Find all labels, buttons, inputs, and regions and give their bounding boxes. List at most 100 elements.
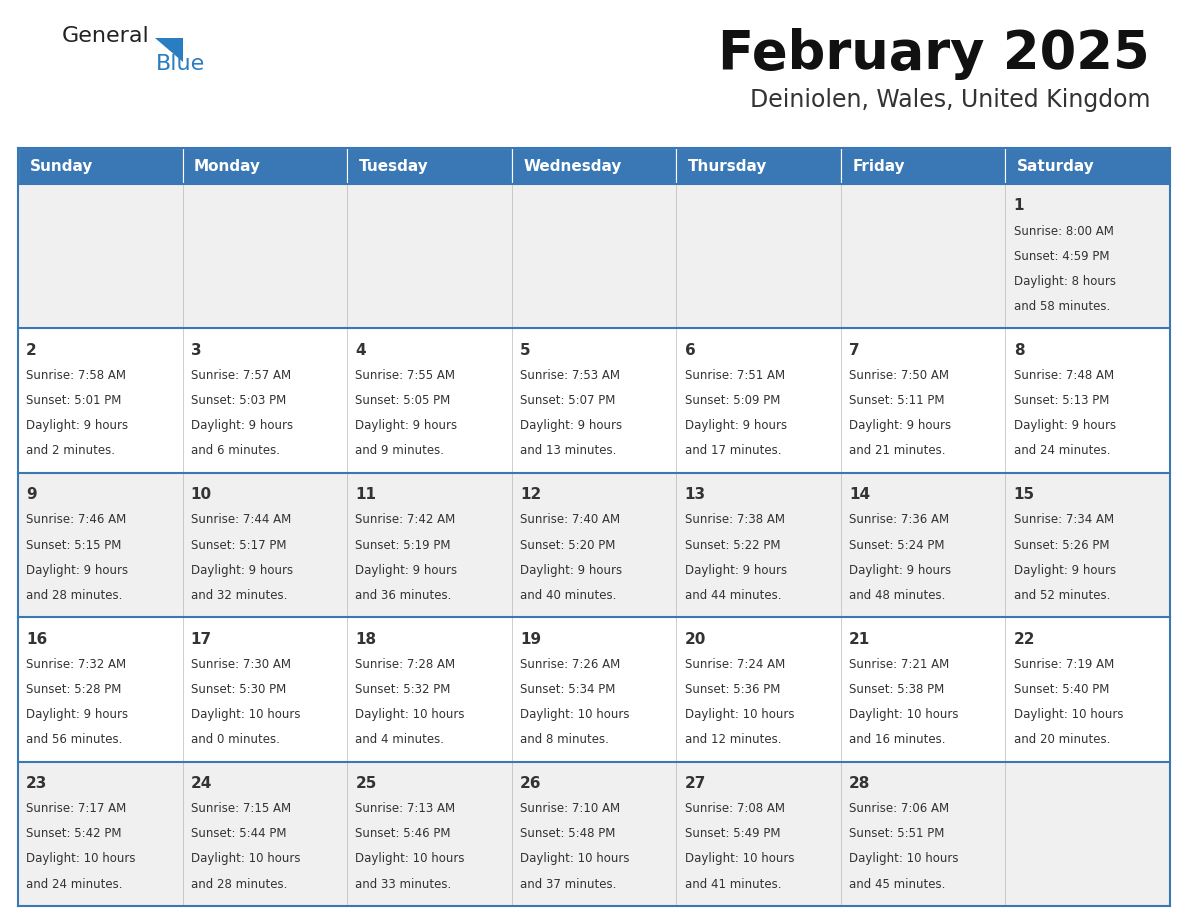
Text: Saturday: Saturday [1017, 159, 1094, 174]
Text: Sunrise: 7:36 AM: Sunrise: 7:36 AM [849, 513, 949, 527]
Bar [183, 148, 347, 184]
Text: Daylight: 10 hours: Daylight: 10 hours [684, 708, 794, 721]
Text: Sunset: 5:49 PM: Sunset: 5:49 PM [684, 827, 781, 840]
Bar [841, 148, 1005, 184]
Text: and 24 minutes.: and 24 minutes. [1013, 444, 1110, 457]
Text: and 56 minutes.: and 56 minutes. [26, 733, 122, 746]
Text: 3: 3 [191, 342, 202, 358]
Text: Daylight: 10 hours: Daylight: 10 hours [849, 853, 959, 866]
Text: and 16 minutes.: and 16 minutes. [849, 733, 946, 746]
Bar [183, 473, 347, 617]
Text: and 8 minutes.: and 8 minutes. [520, 733, 608, 746]
Text: Daylight: 9 hours: Daylight: 9 hours [26, 564, 128, 577]
Text: and 2 minutes.: and 2 minutes. [26, 444, 115, 457]
Text: Sunrise: 7:30 AM: Sunrise: 7:30 AM [191, 658, 291, 671]
Text: Daylight: 9 hours: Daylight: 9 hours [849, 420, 952, 432]
Text: Sunset: 5:11 PM: Sunset: 5:11 PM [849, 394, 944, 408]
Text: Sunrise: 7:57 AM: Sunrise: 7:57 AM [191, 369, 291, 382]
Bar [1005, 184, 1170, 329]
Text: 27: 27 [684, 776, 706, 791]
Text: Daylight: 9 hours: Daylight: 9 hours [520, 420, 623, 432]
Bar [1005, 762, 1170, 906]
Text: 25: 25 [355, 776, 377, 791]
Bar [676, 184, 841, 329]
Text: 24: 24 [191, 776, 213, 791]
Text: Daylight: 10 hours: Daylight: 10 hours [849, 708, 959, 721]
Bar [841, 617, 1005, 762]
Text: Sunrise: 7:44 AM: Sunrise: 7:44 AM [191, 513, 291, 527]
Bar [512, 148, 676, 184]
Text: Daylight: 9 hours: Daylight: 9 hours [520, 564, 623, 577]
Text: Daylight: 10 hours: Daylight: 10 hours [26, 853, 135, 866]
Text: 23: 23 [26, 776, 48, 791]
Text: 12: 12 [520, 487, 542, 502]
Text: Blue: Blue [156, 54, 206, 74]
Bar [347, 148, 512, 184]
Bar [18, 148, 183, 184]
Bar [183, 329, 347, 473]
Text: Sunrise: 7:19 AM: Sunrise: 7:19 AM [1013, 658, 1114, 671]
Text: 5: 5 [520, 342, 531, 358]
Bar [1005, 148, 1170, 184]
Text: Sunrise: 7:06 AM: Sunrise: 7:06 AM [849, 802, 949, 815]
Text: Deiniolen, Wales, United Kingdom: Deiniolen, Wales, United Kingdom [750, 88, 1150, 112]
Bar [676, 617, 841, 762]
Bar [841, 473, 1005, 617]
Text: Sunrise: 7:38 AM: Sunrise: 7:38 AM [684, 513, 784, 527]
Text: Sunset: 5:26 PM: Sunset: 5:26 PM [1013, 539, 1110, 552]
Text: Sunset: 4:59 PM: Sunset: 4:59 PM [1013, 250, 1110, 263]
Text: Sunset: 5:09 PM: Sunset: 5:09 PM [684, 394, 779, 408]
Text: 14: 14 [849, 487, 871, 502]
Bar [1005, 473, 1170, 617]
Text: 4: 4 [355, 342, 366, 358]
Text: Sunset: 5:38 PM: Sunset: 5:38 PM [849, 683, 944, 696]
Text: Sunrise: 7:32 AM: Sunrise: 7:32 AM [26, 658, 126, 671]
Bar [347, 762, 512, 906]
Text: Sunrise: 7:46 AM: Sunrise: 7:46 AM [26, 513, 126, 527]
Text: 11: 11 [355, 487, 377, 502]
Text: Sunday: Sunday [30, 159, 93, 174]
Text: and 44 minutes.: and 44 minutes. [684, 588, 781, 602]
Bar [512, 329, 676, 473]
Text: Daylight: 9 hours: Daylight: 9 hours [849, 564, 952, 577]
Text: Sunset: 5:40 PM: Sunset: 5:40 PM [1013, 683, 1110, 696]
Text: Sunrise: 7:26 AM: Sunrise: 7:26 AM [520, 658, 620, 671]
Bar [18, 473, 183, 617]
Text: Daylight: 10 hours: Daylight: 10 hours [191, 853, 301, 866]
Text: Daylight: 10 hours: Daylight: 10 hours [684, 853, 794, 866]
Text: Sunset: 5:17 PM: Sunset: 5:17 PM [191, 539, 286, 552]
Bar [676, 762, 841, 906]
Text: 1: 1 [1013, 198, 1024, 214]
Bar [1005, 617, 1170, 762]
Text: 9: 9 [26, 487, 37, 502]
Bar [18, 617, 183, 762]
Text: Sunset: 5:42 PM: Sunset: 5:42 PM [26, 827, 121, 840]
Text: Sunset: 5:03 PM: Sunset: 5:03 PM [191, 394, 286, 408]
Text: 15: 15 [1013, 487, 1035, 502]
Text: Sunrise: 7:28 AM: Sunrise: 7:28 AM [355, 658, 455, 671]
Bar [676, 473, 841, 617]
Text: 2: 2 [26, 342, 37, 358]
Text: 20: 20 [684, 632, 706, 646]
Bar [18, 184, 183, 329]
Bar [676, 329, 841, 473]
Text: February 2025: February 2025 [719, 28, 1150, 80]
Text: Sunrise: 7:42 AM: Sunrise: 7:42 AM [355, 513, 456, 527]
Text: Sunset: 5:30 PM: Sunset: 5:30 PM [191, 683, 286, 696]
Text: Daylight: 9 hours: Daylight: 9 hours [355, 564, 457, 577]
Text: Sunset: 5:44 PM: Sunset: 5:44 PM [191, 827, 286, 840]
Text: Sunset: 5:05 PM: Sunset: 5:05 PM [355, 394, 450, 408]
Text: 13: 13 [684, 487, 706, 502]
Text: Sunset: 5:34 PM: Sunset: 5:34 PM [520, 683, 615, 696]
Text: Daylight: 10 hours: Daylight: 10 hours [355, 708, 465, 721]
Text: Sunrise: 7:50 AM: Sunrise: 7:50 AM [849, 369, 949, 382]
Text: 16: 16 [26, 632, 48, 646]
Text: 28: 28 [849, 776, 871, 791]
Text: and 52 minutes.: and 52 minutes. [1013, 588, 1110, 602]
Bar [512, 617, 676, 762]
Text: 6: 6 [684, 342, 695, 358]
Text: Sunset: 5:01 PM: Sunset: 5:01 PM [26, 394, 121, 408]
Text: Sunrise: 7:48 AM: Sunrise: 7:48 AM [1013, 369, 1114, 382]
Text: Sunrise: 7:55 AM: Sunrise: 7:55 AM [355, 369, 455, 382]
Text: Daylight: 9 hours: Daylight: 9 hours [191, 420, 293, 432]
